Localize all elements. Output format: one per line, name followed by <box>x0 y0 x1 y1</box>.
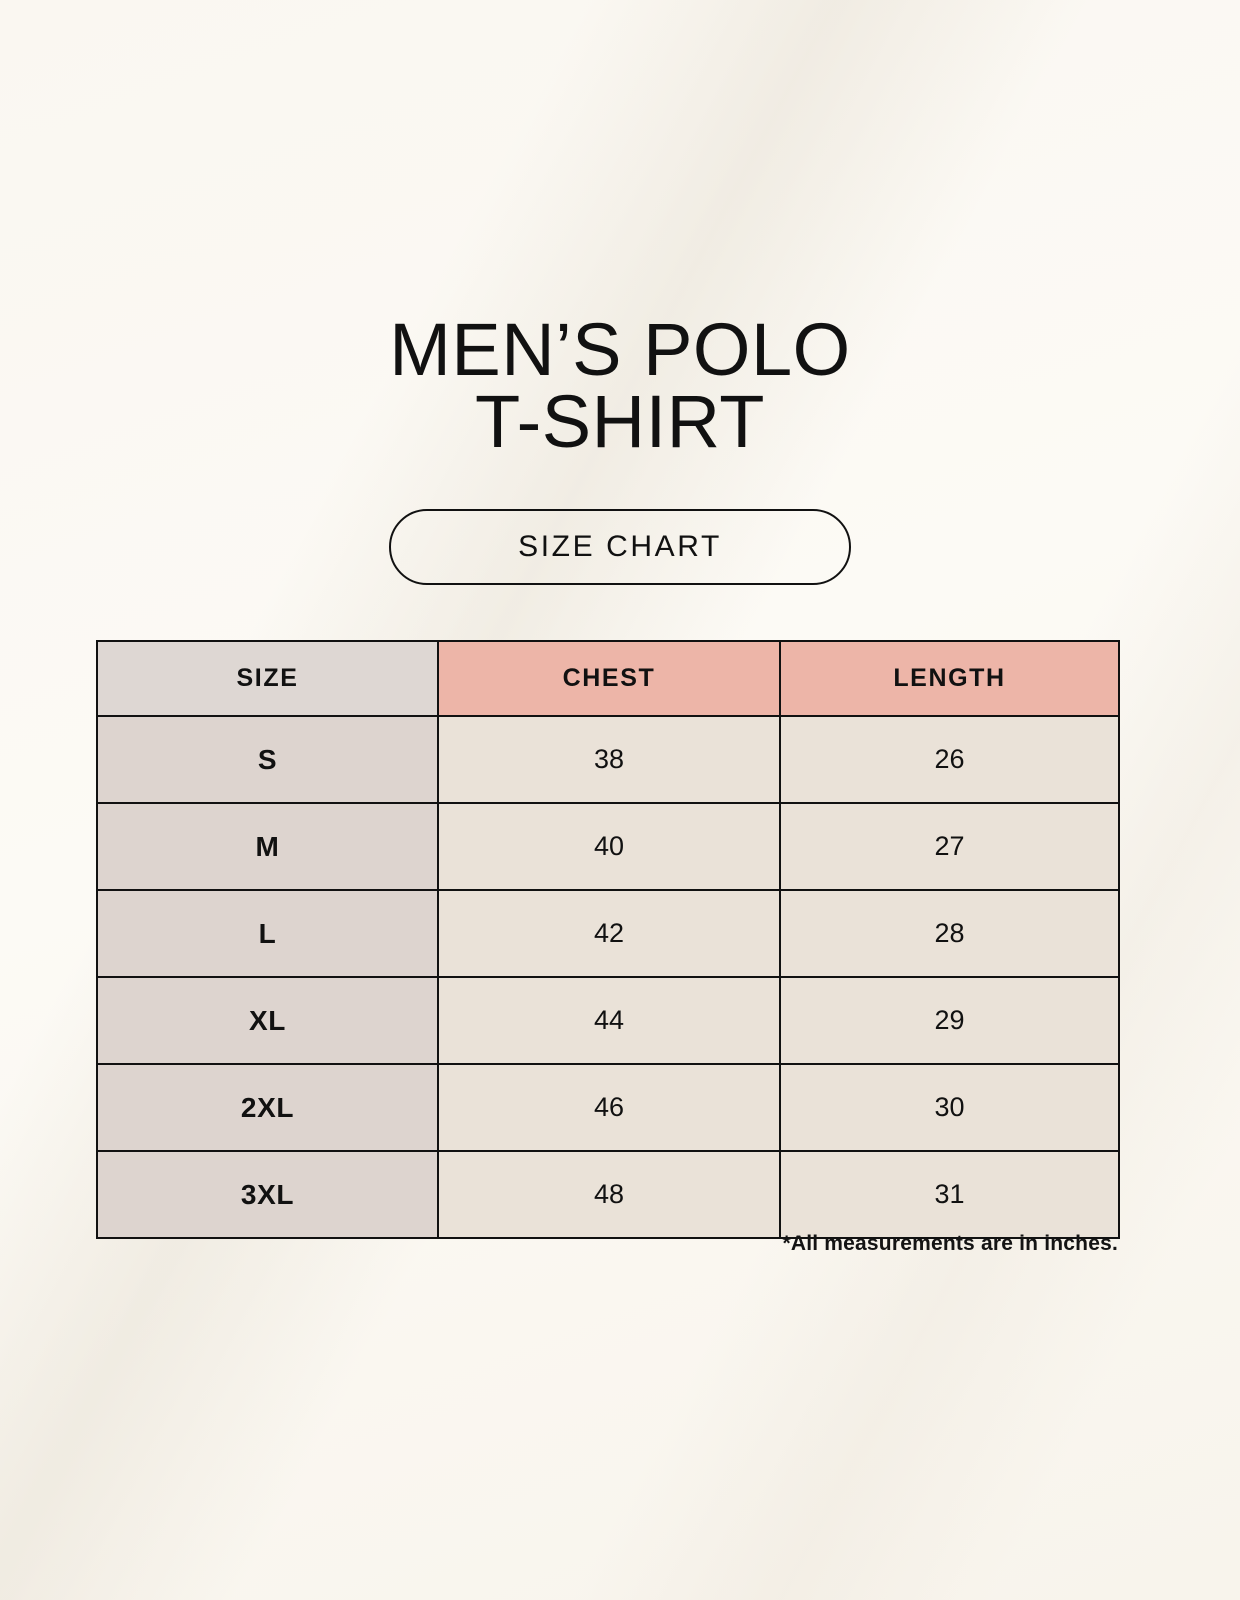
cell-size: 3XL <box>96 1150 439 1239</box>
table-row: XL 44 29 <box>96 976 1120 1065</box>
cell-chest: 42 <box>437 889 781 978</box>
title-line-1: MEN’S POLO <box>389 308 851 391</box>
table-body: S 38 26 M 40 27 L 42 28 XL 44 29 2XL 46 <box>96 715 1120 1239</box>
size-chart-table: SIZE CHEST LENGTH S 38 26 M 40 27 L 42 2… <box>96 640 1120 1239</box>
table-row: 3XL 48 31 <box>96 1150 1120 1239</box>
table-row: L 42 28 <box>96 889 1120 978</box>
cell-size: XL <box>96 976 439 1065</box>
table-row: S 38 26 <box>96 715 1120 804</box>
cell-length: 29 <box>779 976 1120 1065</box>
measurement-units-footnote: *All measurements are in inches. <box>782 1232 1118 1255</box>
cell-chest: 38 <box>437 715 781 804</box>
cell-length: 31 <box>779 1150 1120 1239</box>
cell-size: L <box>96 889 439 978</box>
size-chart-badge-wrap: SIZE CHART <box>0 509 1240 585</box>
cell-size: S <box>96 715 439 804</box>
cell-length: 26 <box>779 715 1120 804</box>
cell-chest: 44 <box>437 976 781 1065</box>
cell-size: 2XL <box>96 1063 439 1152</box>
table-header-row: SIZE CHEST LENGTH <box>96 640 1120 717</box>
cell-chest: 46 <box>437 1063 781 1152</box>
cell-length: 27 <box>779 802 1120 891</box>
page-title: MEN’S POLO T-SHIRT <box>0 308 1240 463</box>
cell-length: 30 <box>779 1063 1120 1152</box>
column-header-size: SIZE <box>96 640 439 717</box>
table-header: SIZE CHEST LENGTH <box>96 640 1120 717</box>
title-line-2: T-SHIRT <box>475 380 765 463</box>
column-header-chest: CHEST <box>437 640 781 717</box>
table-row: M 40 27 <box>96 802 1120 891</box>
table-row: 2XL 46 30 <box>96 1063 1120 1152</box>
cell-size: M <box>96 802 439 891</box>
cell-chest: 40 <box>437 802 781 891</box>
size-chart-badge: SIZE CHART <box>389 509 851 585</box>
column-header-length: LENGTH <box>779 640 1120 717</box>
cell-length: 28 <box>779 889 1120 978</box>
cell-chest: 48 <box>437 1150 781 1239</box>
